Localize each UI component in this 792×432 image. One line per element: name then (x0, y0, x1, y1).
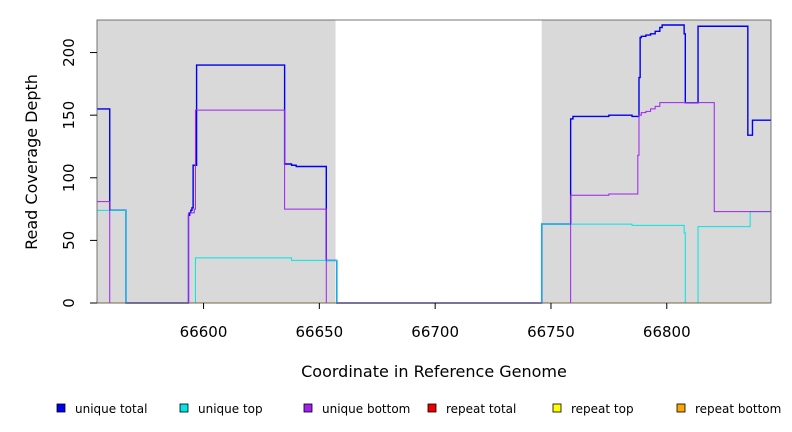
legend-swatch (676, 403, 686, 413)
y-tick-label: 0 (60, 298, 78, 308)
y-tick-label: 150 (60, 101, 78, 130)
legend-swatch (179, 403, 189, 413)
legend-item-unique-top: unique top (179, 402, 263, 416)
shaded-region-1 (97, 20, 336, 303)
legend-item-unique-bottom: unique bottom (303, 402, 410, 416)
legend-swatch (552, 403, 562, 413)
x-tick-label: 66800 (643, 323, 691, 341)
legend-label: unique bottom (322, 402, 410, 416)
legend: unique total unique top unique bottom repea… (56, 402, 781, 416)
x-axis-title: Coordinate in Reference Genome (301, 362, 567, 381)
x-tick-label: 66750 (527, 323, 575, 341)
legend-swatch (427, 403, 437, 413)
x-tick-label: 66600 (180, 323, 228, 341)
shaded-regions (97, 20, 771, 303)
y-tick-label: 50 (60, 231, 78, 250)
x-tick-label: 66700 (411, 323, 459, 341)
axes: 66600 66650 66700 66750 66800 0 50 100 150 200 (60, 38, 691, 341)
legend-label: repeat bottom (695, 402, 781, 416)
plot-frame (96, 19, 772, 304)
legend-item-repeat-top: repeat top (552, 402, 634, 416)
x-tick-label: 66650 (295, 323, 343, 341)
y-tick-label: 100 (60, 163, 78, 192)
shaded-region-2 (541, 20, 771, 303)
legend-swatch (56, 403, 66, 413)
legend-item-unique-total: unique total (56, 402, 147, 416)
legend-label: repeat total (446, 402, 516, 416)
y-tick-label: 200 (60, 38, 78, 67)
legend-label: unique top (198, 402, 263, 416)
legend-swatch (303, 403, 313, 413)
legend-item-repeat-bottom: repeat bottom (676, 402, 781, 416)
legend-item-repeat-total: repeat total (427, 402, 516, 416)
legend-label: unique total (75, 402, 147, 416)
y-axis-title: Read Coverage Depth (22, 74, 41, 250)
legend-label: repeat top (571, 402, 634, 416)
